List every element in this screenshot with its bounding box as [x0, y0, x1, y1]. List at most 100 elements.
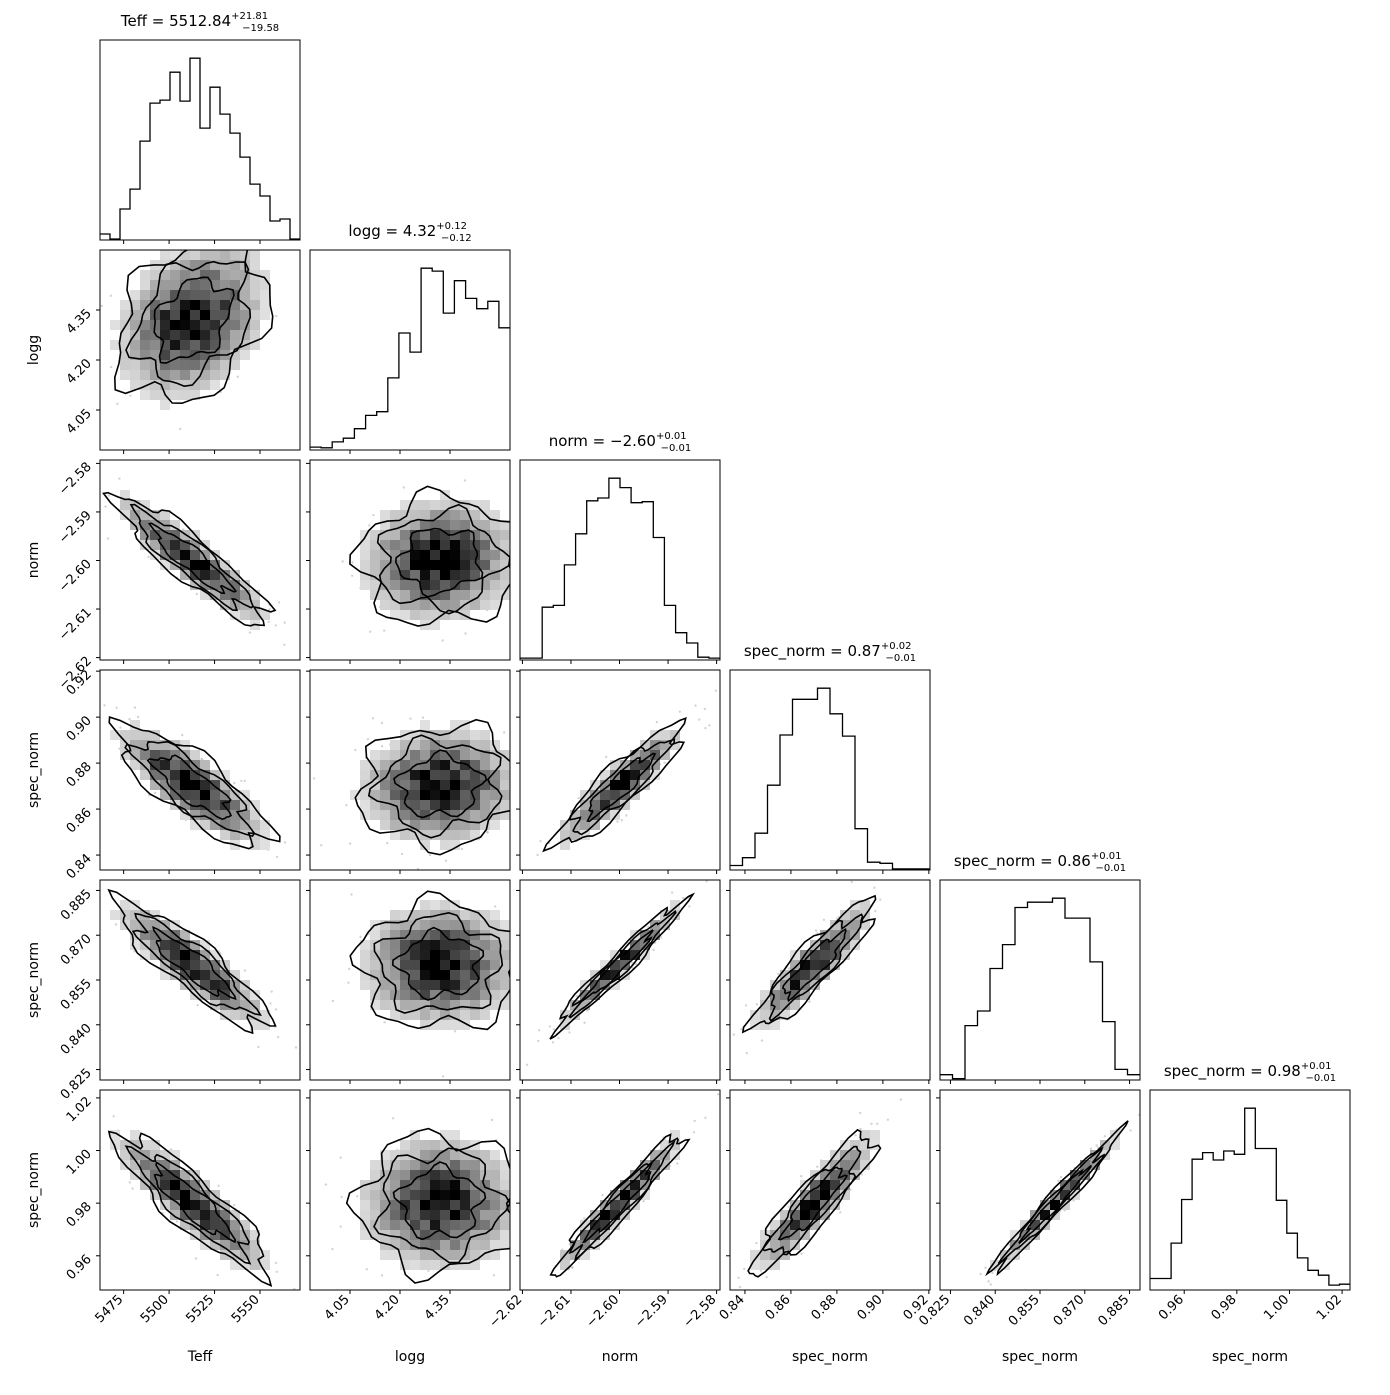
density-cell	[400, 830, 410, 840]
density-cell	[150, 390, 160, 400]
density-cell	[230, 820, 240, 830]
density-cell	[370, 950, 380, 960]
contour-level-3	[345, 1127, 510, 1284]
density-cell	[250, 800, 260, 810]
density-cell	[460, 1260, 470, 1270]
density-cell	[390, 560, 400, 570]
density-cell	[140, 1150, 150, 1160]
density-cell	[480, 540, 490, 550]
density-cell	[400, 780, 410, 790]
density-cell	[200, 970, 210, 980]
panel-frame	[99, 249, 301, 451]
panel-content	[100, 888, 298, 1049]
density-cell	[450, 1170, 460, 1180]
density-cell	[420, 1220, 430, 1230]
sample-point	[340, 1195, 343, 1199]
sample-point	[216, 1273, 219, 1277]
density-cell	[500, 750, 510, 760]
density-cell	[830, 1170, 840, 1180]
density-cell	[370, 550, 380, 560]
density-cell	[630, 750, 640, 760]
density-cell	[410, 730, 420, 740]
panel-content	[312, 716, 513, 870]
density-cell	[450, 1210, 460, 1220]
density-cell	[170, 350, 180, 360]
density-cell	[150, 780, 160, 790]
density-cell	[420, 780, 430, 790]
density-cell	[810, 1180, 820, 1190]
density-cell	[220, 340, 230, 350]
density-cell	[130, 750, 140, 760]
density-cell	[400, 970, 410, 980]
density-cell	[620, 770, 630, 780]
density-cell	[460, 1180, 470, 1190]
density-cell	[440, 560, 450, 570]
density-cell	[170, 290, 180, 300]
density-cell	[650, 1170, 660, 1180]
density-cell	[250, 810, 260, 820]
density-cell	[500, 770, 510, 780]
density-cell	[470, 1250, 480, 1260]
density-cell	[250, 250, 260, 260]
density-cell	[800, 970, 810, 980]
density-cell	[390, 580, 400, 590]
sample-point	[441, 1075, 445, 1078]
density-cell	[130, 380, 140, 390]
density-cell	[610, 970, 620, 980]
density-cell	[580, 1000, 590, 1010]
density-cell	[470, 540, 480, 550]
density-cell	[430, 800, 440, 810]
sample-point	[283, 621, 286, 624]
x-tick-label: 5550	[229, 1292, 263, 1326]
histogram-2: logg = 4.32+0.12 −0.12	[309, 221, 511, 454]
density-cell	[400, 1010, 410, 1020]
density-cell	[360, 980, 370, 990]
density-cell	[160, 950, 170, 960]
density-cell	[420, 1140, 430, 1150]
density-cell	[260, 270, 270, 280]
density-cell	[200, 250, 210, 260]
density-cell	[410, 820, 420, 830]
density-cell	[640, 770, 650, 780]
density-cell	[660, 1160, 670, 1170]
density-cell	[580, 830, 590, 840]
sample-point	[859, 1111, 862, 1115]
density-cell	[160, 790, 170, 800]
density-cell	[120, 1150, 130, 1160]
density-cell	[650, 730, 660, 740]
density-cell	[370, 800, 380, 810]
contour-level-2	[125, 260, 252, 388]
density-cell	[640, 750, 650, 760]
density-cell	[390, 510, 400, 520]
density-cell	[470, 580, 480, 590]
density-cell	[150, 280, 160, 290]
density-cell	[820, 1160, 830, 1170]
density-cell	[410, 1170, 420, 1180]
panel-frame	[99, 1089, 301, 1291]
density-cell	[360, 950, 370, 960]
density-cell	[430, 730, 440, 740]
sample-point	[511, 772, 513, 774]
density-cell	[430, 1190, 440, 1200]
density-cell	[440, 1260, 450, 1270]
density-cell	[560, 830, 570, 840]
density-cell	[200, 340, 210, 350]
sample-point	[217, 1184, 220, 1187]
density-cell	[130, 1150, 140, 1160]
density-cell	[170, 550, 180, 560]
density-cell	[380, 580, 390, 590]
sample-point	[616, 820, 619, 823]
density-cell	[120, 1140, 130, 1150]
density-cell	[170, 940, 180, 950]
density-cell	[440, 570, 450, 580]
density-cell	[490, 560, 500, 570]
density-cell	[420, 790, 430, 800]
sample-point	[464, 632, 467, 635]
contour-level-2	[129, 503, 255, 612]
density-cell	[130, 350, 140, 360]
density-cell	[140, 500, 150, 510]
density-cell	[440, 920, 450, 930]
density-cell	[380, 560, 390, 570]
sample-point	[755, 1241, 758, 1245]
density-cell	[490, 960, 500, 970]
